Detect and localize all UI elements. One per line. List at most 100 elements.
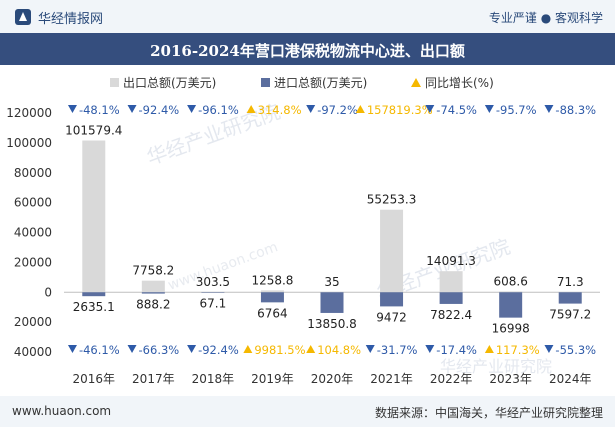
import-bar	[499, 292, 523, 318]
export-growth-label: -97.2%	[317, 103, 358, 117]
import-bar	[439, 292, 463, 304]
export-growth-label: 157819.3%	[367, 103, 433, 117]
legend-marker-growth	[411, 78, 421, 87]
x-tick-label: 2019年	[251, 372, 294, 386]
export-growth-marker	[306, 105, 316, 113]
huajing-logo-icon	[15, 9, 31, 25]
export-value-label: 55253.3	[367, 193, 417, 207]
footer-source: 数据来源：中国海关，华经产业研究院整理	[374, 406, 603, 420]
import-bar	[380, 292, 404, 307]
y-tick-label: 100000	[6, 136, 52, 150]
export-growth-marker	[544, 105, 554, 113]
import-growth-marker	[484, 345, 494, 353]
top-bar	[0, 0, 615, 33]
import-growth-marker	[365, 345, 375, 353]
legend-swatch-export	[110, 78, 119, 87]
y-tick-label: 120000	[6, 106, 52, 120]
y-tick-label: 40000	[14, 226, 52, 240]
export-growth-label: -92.4%	[139, 103, 180, 117]
import-growth-label: -31.7%	[377, 343, 418, 357]
import-bar	[201, 292, 225, 293]
y-tick-label: 40000	[14, 345, 52, 359]
title-bar	[0, 33, 615, 65]
export-value-label: 608.6	[493, 274, 527, 288]
export-growth-marker	[355, 105, 365, 113]
import-growth-label: -46.1%	[79, 343, 120, 357]
y-tick-label: 60000	[14, 196, 52, 210]
import-value-label: 13850.8	[307, 317, 357, 331]
export-growth-marker	[246, 105, 256, 113]
watermark-text: 华经产业研究院	[440, 357, 552, 376]
export-growth-marker	[187, 105, 197, 113]
brand[interactable]: 华经情报网	[14, 8, 104, 27]
x-tick-label: 2020年	[311, 372, 354, 386]
import-growth-label: 9981.5%	[254, 343, 305, 357]
import-growth-marker	[425, 345, 435, 353]
import-growth-marker	[306, 345, 316, 353]
export-growth-label: 314.8%	[258, 103, 302, 117]
export-bar	[82, 140, 106, 293]
x-tick-label: 2022年	[430, 372, 473, 386]
export-growth-marker	[67, 105, 77, 113]
import-growth-label: -92.4%	[198, 343, 239, 357]
export-growth-label: -96.1%	[198, 103, 239, 117]
export-growth-marker	[484, 105, 494, 113]
x-tick-label: 2021年	[370, 372, 413, 386]
y-tick-label: 20000	[14, 255, 52, 269]
export-value-label: 1258.8	[251, 273, 293, 287]
import-bar	[320, 292, 344, 313]
export-bar	[260, 290, 284, 293]
export-value-label: 71.3	[557, 275, 584, 289]
y-tick-label: 0	[44, 285, 52, 299]
import-growth-marker	[187, 345, 197, 353]
tagline: 专业严谨 ● 客观科学	[488, 11, 603, 25]
import-value-label: 6764	[257, 306, 288, 320]
export-value-label: 303.5	[196, 275, 230, 289]
x-tick-label: 2024年	[549, 372, 592, 386]
import-value-label: 9472	[376, 310, 407, 324]
export-growth-label: -88.3%	[555, 103, 596, 117]
y-tick-label: 80000	[14, 166, 52, 180]
export-bar	[201, 291, 225, 293]
import-growth-marker	[67, 345, 77, 353]
export-value-label: 7758.2	[132, 264, 174, 278]
import-growth-label: -17.4%	[436, 343, 477, 357]
import-growth-label: 117.3%	[496, 343, 540, 357]
export-growth-marker	[425, 105, 435, 113]
export-bar	[439, 271, 463, 293]
chart-title: 2016-2024年营口港保税物流中心进、出口额	[150, 42, 465, 60]
export-bar	[141, 280, 165, 293]
import-growth-label: 104.8%	[317, 343, 361, 357]
x-tick-label: 2016年	[73, 372, 116, 386]
export-bar	[380, 209, 404, 293]
legend-label-growth: 同比增长(%)	[425, 76, 494, 90]
export-value-label: 101579.4	[65, 124, 122, 138]
x-tick-label: 2017年	[132, 372, 175, 386]
legend-label-import: 进口总额(万美元)	[274, 76, 367, 90]
export-growth-label: -95.7%	[496, 103, 537, 117]
legend-label-export: 出口总额(万美元)	[123, 76, 216, 90]
import-growth-marker	[243, 345, 253, 353]
footer-bar	[0, 396, 615, 427]
footer-website[interactable]: www.huaon.com	[12, 404, 112, 418]
import-growth-marker	[127, 345, 137, 353]
import-bar	[82, 292, 106, 297]
import-value-label: 2635.1	[73, 300, 115, 314]
import-bar	[558, 292, 582, 304]
x-tick-label: 2023年	[489, 372, 532, 386]
import-bar	[141, 292, 165, 294]
import-value-label: 7822.4	[430, 308, 472, 322]
export-value-label: 35	[324, 275, 339, 289]
brand-name: 华经情报网	[38, 11, 104, 27]
export-growth-label: -48.1%	[79, 103, 120, 117]
legend-swatch-import	[261, 78, 270, 87]
x-tick-label: 2018年	[192, 372, 235, 386]
import-bar	[260, 292, 284, 303]
export-growth-label: -74.5%	[436, 103, 477, 117]
export-value-label: 14091.3	[426, 254, 476, 268]
import-value-label: 888.2	[136, 298, 170, 312]
import-value-label: 7597.2	[549, 308, 591, 322]
export-growth-marker	[127, 105, 137, 113]
import-value-label: 16998	[492, 322, 530, 336]
